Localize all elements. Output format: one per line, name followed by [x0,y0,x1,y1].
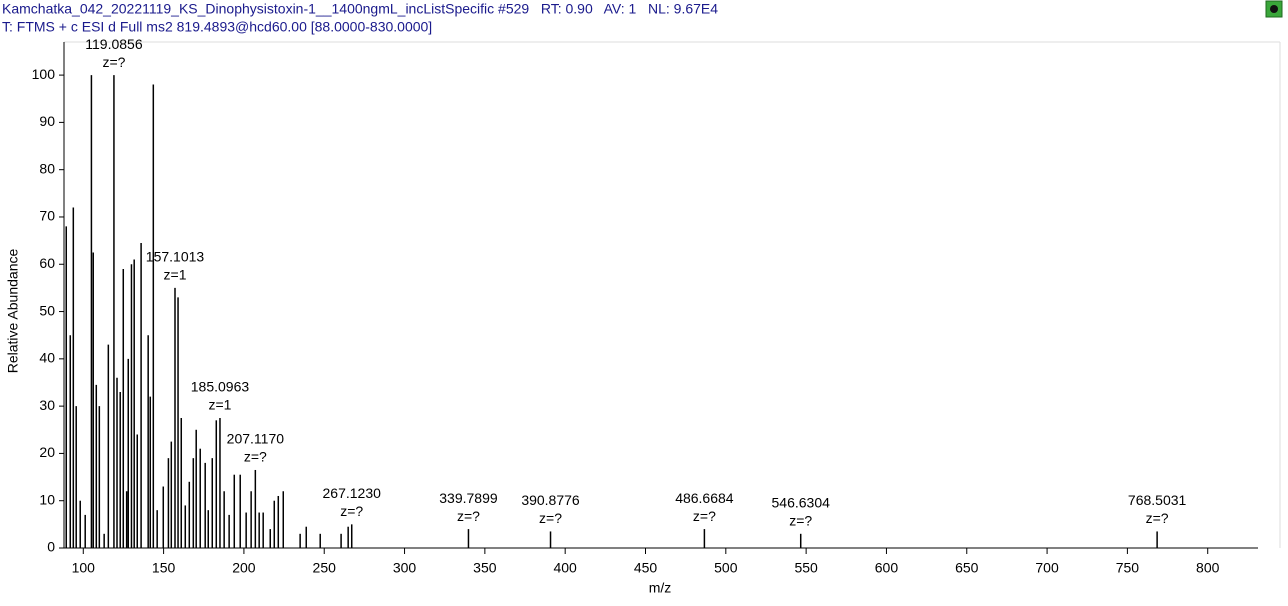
y-tick-label: 80 [39,160,55,176]
peak-label: 157.1013 [146,249,205,265]
charge-label: z=? [340,503,363,519]
y-tick-label: 20 [39,444,55,460]
x-tick-label: 600 [875,560,899,576]
x-tick-label: 200 [232,560,256,576]
y-tick-label: 10 [39,491,55,507]
charge-label: z=? [1146,510,1169,526]
peak-label: 185.0963 [191,379,250,395]
y-tick-label: 70 [39,208,55,224]
charge-label: z=? [102,54,125,70]
y-tick-label: 50 [39,302,55,318]
peak-label: 768.5031 [1128,492,1187,508]
status-icon[interactable] [1265,0,1283,18]
x-tick-label: 700 [1035,560,1059,576]
chart-title: Kamchatka_042_20221119_KS_Dinophysistoxi… [2,1,718,17]
x-tick-label: 150 [152,560,176,576]
charge-label: z=? [244,449,267,465]
y-tick-label: 100 [32,66,56,82]
y-tick-label: 40 [39,350,55,366]
y-tick-label: 0 [47,539,55,555]
charge-label: z=? [789,513,812,529]
x-tick-label: 300 [393,560,417,576]
x-tick-label: 650 [955,560,979,576]
y-axis-label: Relative Abundance [5,249,21,374]
y-tick-label: 30 [39,397,55,413]
x-tick-label: 750 [1116,560,1140,576]
x-tick-label: 100 [72,560,96,576]
y-tick-label: 60 [39,255,55,271]
chart-subtitle: T: FTMS + c ESI d Full ms2 819.4893@hcd6… [2,19,432,35]
peak-label: 267.1230 [323,485,382,501]
charge-label: z=1 [208,397,231,413]
peak-label: 546.6304 [772,495,831,511]
x-tick-label: 800 [1196,560,1220,576]
peak-label: 119.0856 [85,36,143,52]
peak-label: 339.7899 [439,490,498,506]
x-tick-label: 250 [313,560,337,576]
x-tick-label: 400 [553,560,577,576]
x-tick-label: 450 [634,560,658,576]
x-tick-label: 350 [473,560,497,576]
x-tick-label: 550 [794,560,818,576]
y-tick-label: 90 [39,113,55,129]
peak-label: 207.1170 [227,431,285,447]
charge-label: z=? [539,510,562,526]
charge-label: z=? [693,508,716,524]
charge-label: z=? [457,508,480,524]
charge-label: z=1 [164,267,187,283]
peak-label: 390.8776 [521,492,580,508]
x-axis-label: m/z [649,580,672,596]
x-tick-label: 500 [714,560,738,576]
peak-label: 486.6684 [675,490,734,506]
